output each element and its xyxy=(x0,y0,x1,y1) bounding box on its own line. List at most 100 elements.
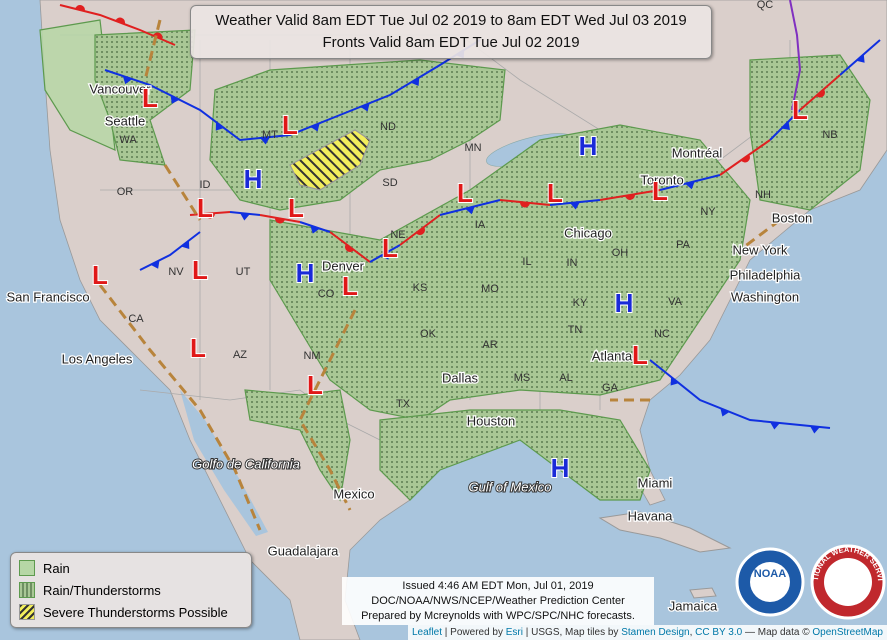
front-barb xyxy=(310,123,320,132)
front-barb xyxy=(75,5,85,12)
state-label: UT xyxy=(236,266,251,278)
legend-swatch xyxy=(19,604,35,620)
city-label: Philadelphia xyxy=(730,267,802,282)
title-box: Weather Valid 8am EDT Tue Jul 02 2019 to… xyxy=(190,5,712,59)
fronts xyxy=(59,0,881,531)
severe-area xyxy=(289,129,371,191)
city-label: Guadalajara xyxy=(268,543,340,558)
title-line: Fronts Valid 8am EDT Tue Jul 02 2019 xyxy=(322,34,580,51)
front-barb xyxy=(240,213,250,221)
legend-item: Rain xyxy=(19,557,243,579)
low-pressure: L xyxy=(632,340,648,370)
front-barb xyxy=(150,260,160,269)
state-label: SD xyxy=(382,177,397,189)
legend-swatch xyxy=(19,560,35,576)
legend-item: Rain/Thunderstorms xyxy=(19,579,243,601)
state-label: AL xyxy=(559,372,572,384)
high-pressure: H xyxy=(579,131,598,161)
title-line: Weather Valid 8am EDT Tue Jul 02 2019 to… xyxy=(215,12,687,29)
noaa-logo-inner xyxy=(750,562,790,602)
credits: Issued 4:46 AM EDT Mon, Jul 01, 2019 DOC… xyxy=(342,577,654,625)
state-label: AR xyxy=(482,339,497,351)
city-label: Vancouver xyxy=(89,81,151,96)
thunderstorm-area xyxy=(749,54,871,211)
attribution-link[interactable]: Stamen Design xyxy=(621,627,690,638)
legend-item: Severe Thunderstorms Possible xyxy=(19,601,243,623)
front-barb xyxy=(260,137,270,145)
nws-logo-inner xyxy=(824,558,872,606)
state-label: IA xyxy=(475,219,486,231)
front-barb xyxy=(152,32,163,40)
jamaica-island xyxy=(689,587,717,599)
city-label: Jamaica xyxy=(669,598,718,613)
front-barb xyxy=(380,251,390,260)
state-label: OK xyxy=(420,328,437,340)
low-pressure: L xyxy=(342,271,358,301)
front-barb xyxy=(625,194,635,200)
cold-front xyxy=(649,359,831,429)
trough xyxy=(98,284,262,531)
trough xyxy=(739,218,781,252)
legend-swatch xyxy=(19,582,35,598)
high-pressure: H xyxy=(551,453,570,483)
cold-front xyxy=(139,231,201,271)
labels: WA OR ID MT ND MN SD NE IA NV UT CO KS MO IL IN OH PA NY KY… xyxy=(5,0,837,615)
state-label: MS xyxy=(514,372,531,384)
front-barb xyxy=(122,75,133,85)
city-label: Houston xyxy=(467,413,515,428)
legend-label: Rain/Thunderstorms xyxy=(43,582,161,598)
front-barb xyxy=(810,426,820,434)
legend-label: Rain xyxy=(43,560,70,576)
low-pressure: L xyxy=(547,178,563,208)
noaa-text: NOAA xyxy=(754,568,786,580)
attribution-link[interactable]: Esri xyxy=(505,627,523,638)
front-barb xyxy=(205,213,215,219)
state-label: VA xyxy=(668,296,683,308)
front-barb xyxy=(770,422,780,430)
low-pressure: L xyxy=(190,333,206,363)
state-label: ID xyxy=(200,179,211,191)
state-label: NV xyxy=(168,266,184,278)
low-pressure: L xyxy=(307,370,323,400)
low-pressure: L xyxy=(197,193,213,223)
front-barb xyxy=(570,202,580,210)
state-label: CO xyxy=(318,288,335,300)
state-label: QC xyxy=(757,0,774,11)
state-label: CA xyxy=(128,313,144,325)
city-label: Boston xyxy=(772,210,812,225)
city-label: Havana xyxy=(628,508,674,523)
low-pressure: L xyxy=(652,176,668,206)
front-barb xyxy=(720,408,730,417)
city-label: Dallas xyxy=(442,370,479,385)
state-label: IN xyxy=(567,257,578,269)
state-label: KY xyxy=(573,297,588,309)
front-barb xyxy=(781,121,790,130)
city-label: Chicago xyxy=(564,225,612,240)
front-barb xyxy=(670,376,679,386)
low-pressure: L xyxy=(382,233,398,263)
state-label: AZ xyxy=(233,349,247,361)
state-label: GA xyxy=(602,382,619,394)
low-pressure: L xyxy=(92,260,108,290)
city-label: Miami xyxy=(638,475,673,490)
front-barb xyxy=(170,95,180,104)
city-label: Atlanta xyxy=(592,348,633,363)
attribution-link[interactable]: Leaflet xyxy=(411,627,443,638)
attribution-text: | USGS, Map tiles by xyxy=(525,627,619,638)
trough xyxy=(143,19,162,81)
front-barb xyxy=(115,17,125,25)
trough xyxy=(298,309,357,511)
state-label: NC xyxy=(654,328,670,340)
water-label: Golfo de California xyxy=(192,456,300,471)
front-barb xyxy=(360,103,370,112)
attribution-link[interactable]: OpenStreetMap xyxy=(812,627,883,638)
state-label: KS xyxy=(413,282,428,294)
low-pressure: L xyxy=(192,255,208,285)
front-barb xyxy=(181,240,190,250)
cold-front xyxy=(104,39,481,142)
state-label: MO xyxy=(481,283,499,295)
attribution-link[interactable]: CC BY 3.0 xyxy=(695,627,743,638)
state-label: OH xyxy=(612,247,629,259)
